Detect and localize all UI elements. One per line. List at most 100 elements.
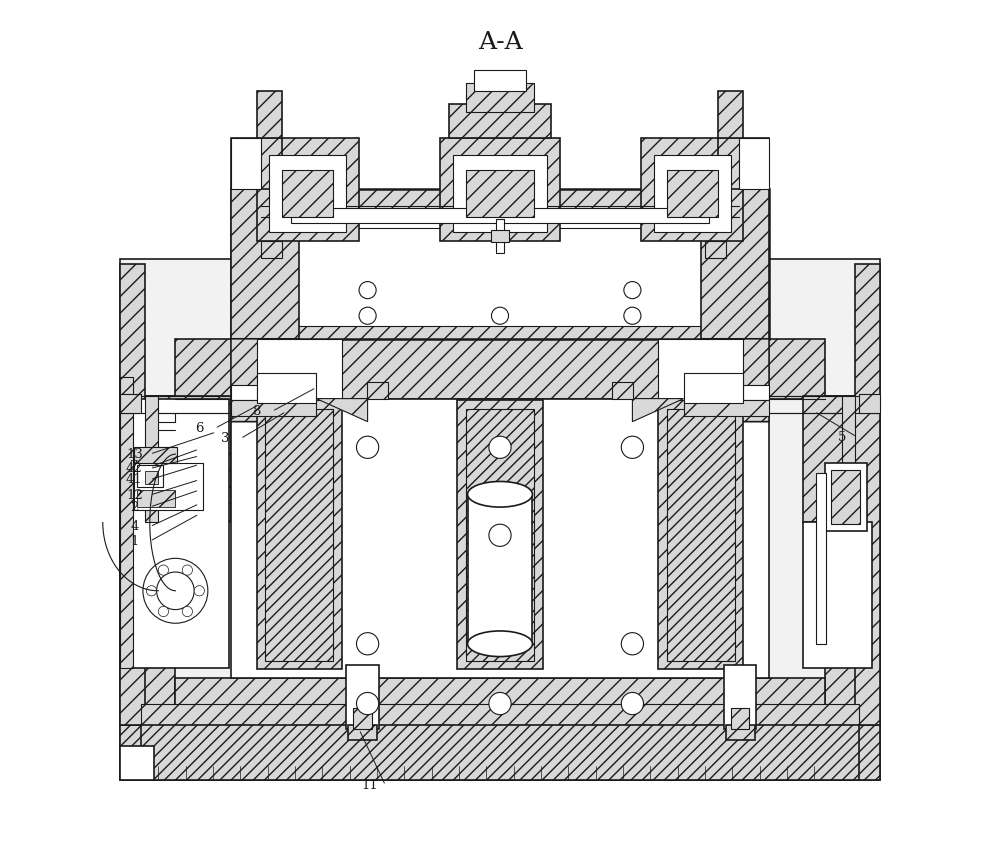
Bar: [257, 339, 342, 400]
Bar: [231, 399, 769, 678]
Bar: [831, 470, 860, 524]
Bar: [449, 104, 551, 138]
Bar: [141, 704, 859, 725]
Bar: [120, 264, 145, 725]
Bar: [739, 138, 769, 189]
Polygon shape: [675, 339, 769, 422]
Bar: [261, 219, 739, 300]
Circle shape: [194, 585, 204, 596]
Bar: [291, 228, 709, 326]
Bar: [496, 219, 504, 254]
Text: 4: 4: [130, 520, 139, 533]
Bar: [134, 447, 177, 463]
Bar: [257, 400, 342, 669]
Bar: [137, 490, 175, 507]
Bar: [453, 155, 547, 232]
Polygon shape: [231, 339, 325, 422]
Bar: [658, 339, 743, 400]
Bar: [641, 138, 743, 241]
Text: 41: 41: [126, 473, 143, 486]
Bar: [120, 396, 175, 725]
Bar: [145, 396, 158, 523]
Text: A-A: A-A: [478, 32, 522, 54]
Bar: [231, 138, 282, 189]
Circle shape: [489, 436, 511, 458]
Bar: [257, 138, 359, 241]
Bar: [346, 665, 379, 729]
Bar: [684, 385, 769, 400]
Circle shape: [356, 692, 379, 715]
Text: 3: 3: [221, 432, 229, 446]
Bar: [231, 189, 299, 339]
Text: 1: 1: [130, 535, 139, 548]
Circle shape: [182, 607, 192, 617]
Bar: [466, 409, 534, 661]
Bar: [684, 400, 769, 416]
Bar: [468, 494, 532, 644]
Bar: [474, 69, 526, 91]
Bar: [257, 91, 282, 138]
Bar: [466, 82, 534, 112]
Bar: [667, 409, 735, 661]
Bar: [137, 465, 163, 487]
Bar: [825, 396, 880, 725]
Bar: [654, 155, 731, 232]
Bar: [803, 396, 880, 523]
Bar: [353, 708, 372, 729]
Circle shape: [356, 632, 379, 655]
Bar: [367, 381, 388, 399]
Ellipse shape: [468, 482, 532, 507]
Bar: [231, 138, 261, 189]
Bar: [145, 471, 158, 484]
Circle shape: [356, 436, 379, 458]
Circle shape: [621, 692, 644, 715]
Bar: [816, 473, 826, 644]
Text: 7: 7: [130, 460, 139, 473]
Circle shape: [624, 282, 641, 298]
Circle shape: [158, 607, 169, 617]
Bar: [859, 394, 880, 413]
Bar: [658, 400, 743, 669]
Bar: [726, 725, 755, 740]
Bar: [440, 138, 560, 241]
Bar: [466, 170, 534, 217]
Bar: [348, 725, 377, 740]
Bar: [457, 400, 543, 669]
Bar: [731, 708, 749, 729]
Bar: [120, 746, 154, 781]
Bar: [684, 373, 743, 403]
Bar: [231, 385, 316, 400]
Text: 5: 5: [838, 430, 846, 444]
Bar: [175, 678, 825, 725]
Circle shape: [489, 692, 511, 715]
Polygon shape: [316, 399, 368, 422]
Bar: [257, 373, 316, 403]
Bar: [120, 394, 141, 413]
Text: 12: 12: [126, 488, 143, 501]
Bar: [261, 241, 282, 258]
Bar: [724, 665, 756, 729]
Bar: [141, 725, 859, 781]
Bar: [842, 396, 855, 523]
Ellipse shape: [468, 631, 532, 656]
Circle shape: [146, 585, 157, 596]
Bar: [718, 91, 743, 138]
Bar: [705, 241, 726, 258]
Bar: [803, 523, 872, 668]
Circle shape: [182, 565, 192, 575]
Polygon shape: [632, 399, 684, 422]
Bar: [134, 463, 203, 510]
Bar: [491, 231, 509, 243]
Bar: [120, 396, 231, 523]
Text: 42: 42: [126, 462, 143, 475]
Text: 6: 6: [195, 422, 204, 435]
Circle shape: [621, 632, 644, 655]
Bar: [175, 339, 825, 399]
Bar: [231, 189, 769, 339]
Circle shape: [621, 436, 644, 458]
Bar: [855, 264, 880, 725]
Bar: [825, 463, 867, 531]
Text: 2: 2: [130, 500, 139, 513]
Circle shape: [624, 307, 641, 324]
Circle shape: [491, 307, 509, 324]
